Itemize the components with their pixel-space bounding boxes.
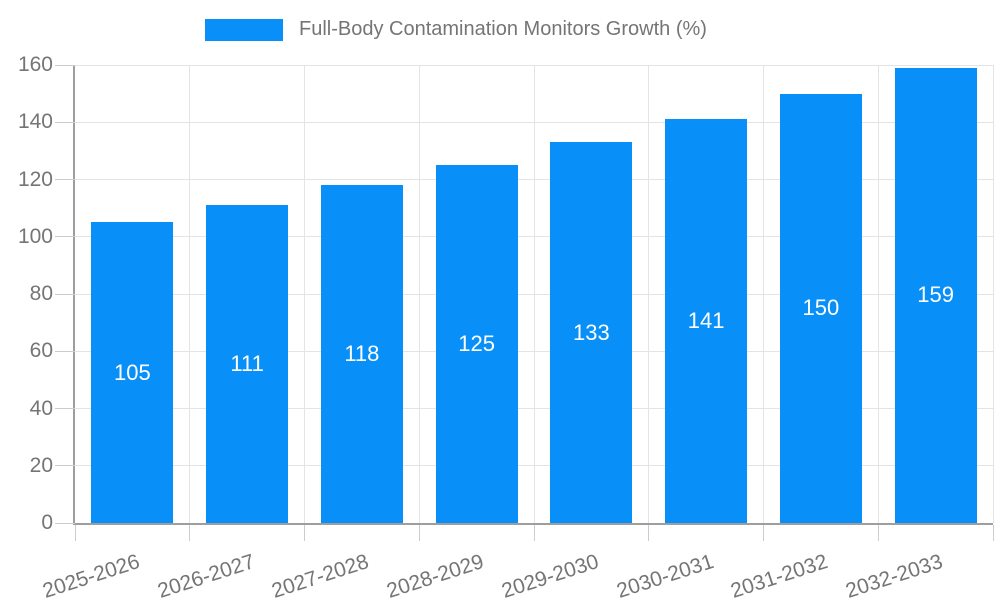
x-tick-label: 2025-2026: [39, 550, 143, 600]
bar: [894, 67, 977, 523]
legend: Full-Body Contamination Monitors Growth …: [205, 18, 707, 41]
x-axis-line: [73, 523, 993, 525]
y-tick-mark: [55, 465, 75, 467]
gridline-vertical: [189, 65, 191, 523]
x-tick-mark: [418, 525, 420, 541]
x-tick-mark: [74, 525, 76, 541]
x-tick-label: 2027-2028: [269, 550, 372, 600]
x-tick-mark: [533, 525, 535, 541]
legend-label: Full-Body Contamination Monitors Growth …: [299, 18, 707, 40]
x-tick-label: 2028-2029: [384, 550, 487, 600]
y-tick-mark: [55, 179, 75, 180]
x-tick-mark: [648, 525, 650, 541]
bar-value-label: 118: [344, 341, 380, 367]
x-tick-label: 2029-2030: [498, 550, 602, 600]
legend-swatch: [205, 18, 283, 41]
y-tick-label: 60: [29, 339, 53, 363]
bar-value-label: 125: [458, 331, 495, 357]
x-tick-label: 2031-2032: [728, 550, 831, 600]
y-tick-label: 40: [29, 396, 53, 420]
bar: [206, 205, 289, 523]
y-tick-mark: [55, 236, 75, 238]
x-tick-mark: [877, 525, 879, 541]
bar-value-label: 141: [687, 308, 725, 334]
bar: [435, 165, 518, 523]
y-tick-label: 120: [17, 167, 53, 191]
bar-value-label: 159: [917, 282, 954, 308]
bar: [91, 222, 174, 523]
x-tick-mark: [304, 525, 305, 541]
plot-area: 0 20 40 60 80 100 120 140 160 105 2025-2026 111 2026…: [18, 53, 994, 600]
y-tick-mark: [55, 522, 75, 524]
bar-value-label: 150: [802, 295, 840, 321]
gridline-vertical: [763, 65, 764, 523]
y-tick-label: 80: [29, 282, 53, 305]
y-tick-mark: [55, 350, 75, 352]
bar: [779, 93, 862, 523]
y-tick-label: 140: [17, 110, 53, 134]
gridline-vertical: [418, 65, 420, 523]
y-tick-mark: [55, 64, 75, 66]
bar-value-label: 133: [573, 319, 610, 345]
x-tick-label: 2032-2033: [843, 550, 946, 600]
y-tick-label: 100: [17, 224, 53, 248]
x-tick-mark: [189, 525, 191, 541]
bar-value-label: 111: [230, 351, 264, 377]
y-tick-label: 160: [17, 53, 53, 76]
bar: [320, 185, 403, 523]
gridline-vertical: [648, 65, 650, 523]
y-tick-label: 20: [29, 453, 53, 477]
x-tick-mark: [763, 525, 764, 541]
gridline-vertical: [877, 65, 879, 523]
gridline-vertical: [992, 65, 994, 523]
x-tick-label: 2030-2031: [613, 550, 717, 600]
x-tick-label: 2026-2027: [154, 550, 258, 600]
x-tick-mark: [992, 525, 994, 541]
y-tick-label: 0: [41, 511, 53, 534]
y-tick-mark: [55, 293, 75, 295]
bar-value-label: 105: [114, 359, 151, 385]
bar: [665, 119, 748, 523]
gridline-vertical: [533, 65, 535, 523]
y-tick-mark: [55, 408, 75, 409]
gridline-vertical: [304, 65, 305, 523]
y-tick-mark: [55, 121, 75, 123]
bar: [550, 142, 633, 523]
